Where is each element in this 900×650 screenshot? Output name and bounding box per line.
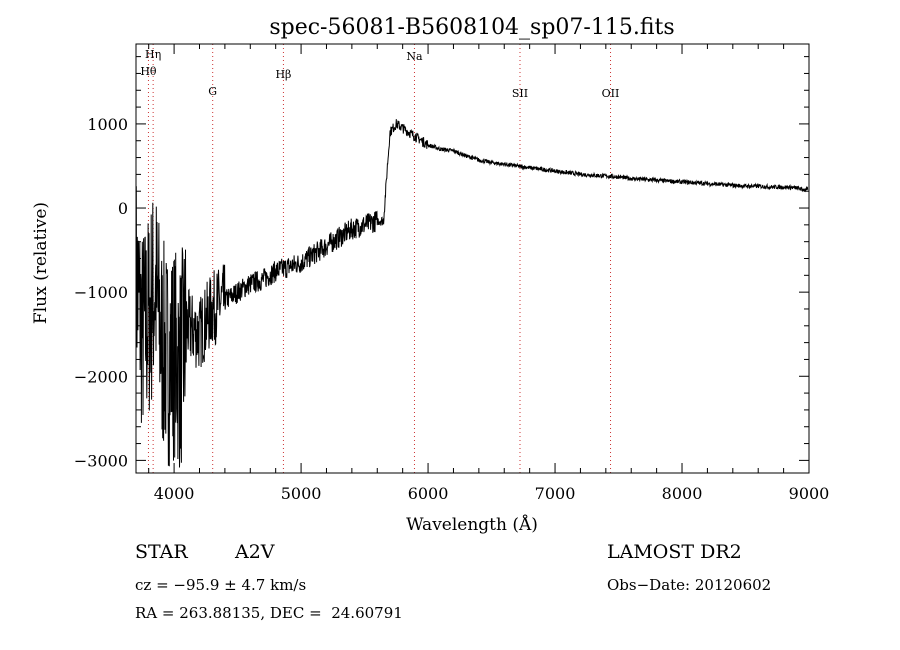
redshift-text: cz = −95.9 ± 4.7 km/s	[135, 576, 307, 594]
spectrum-series	[135, 119, 809, 468]
axis-ticks: 4000 5000 6000 7000 8000 9000 −3000 −2000 −1000 0…	[74, 44, 829, 503]
y-tick-label: 1000	[87, 115, 128, 134]
y-tick-label: 0	[118, 199, 128, 218]
spectral-line-label: OII	[602, 87, 620, 100]
y-axis-label: Flux (relative)	[31, 202, 51, 324]
spectral-line-markers: Hη Hθ G Hβ Na SII OII	[140, 44, 619, 473]
coordinates-text: RA = 263.88135, DEC = 24.60791	[135, 604, 403, 622]
spectrum-line	[135, 119, 809, 468]
object-class: STAR	[135, 541, 188, 563]
spectral-line-label: SII	[512, 87, 528, 100]
survey-name: LAMOST DR2	[607, 541, 742, 563]
x-tick-label: 9000	[789, 484, 830, 503]
chart-title: spec-56081-B5608104_sp07-115.fits	[269, 15, 674, 40]
y-tick-label: −3000	[74, 451, 128, 470]
x-tick-label: 7000	[535, 484, 576, 503]
x-axis-label: Wavelength (Å)	[406, 514, 538, 535]
spectral-line-label: Na	[406, 50, 423, 63]
y-tick-label: −1000	[74, 283, 128, 302]
x-tick-label: 4000	[154, 484, 195, 503]
spectral-line-label: G	[208, 85, 217, 98]
spectral-line-label: Hη	[145, 48, 161, 61]
plot-frame	[135, 43, 810, 474]
x-tick-label: 5000	[281, 484, 322, 503]
y-tick-label: −2000	[74, 367, 128, 386]
spectral-line-label: Hβ	[275, 68, 291, 81]
spectral-subclass: A2V	[235, 541, 275, 563]
obs-date-text: Obs−Date: 20120602	[607, 576, 772, 594]
x-tick-label: 6000	[408, 484, 449, 503]
spectral-line-label: Hθ	[140, 65, 157, 78]
x-tick-label: 8000	[662, 484, 703, 503]
